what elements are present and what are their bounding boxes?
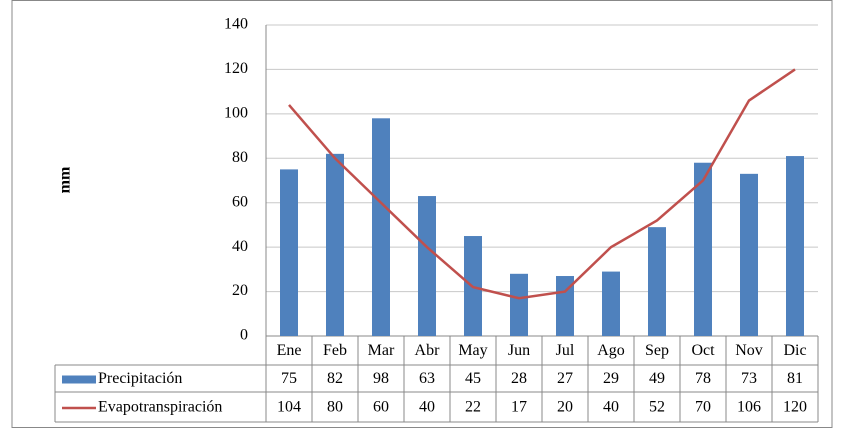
table-value: 28 — [511, 370, 527, 387]
x-tick-label: Nov — [735, 342, 763, 359]
x-tick-label: Ago — [597, 342, 625, 359]
table-value: 75 — [281, 370, 297, 387]
table-value: 20 — [557, 399, 573, 416]
table-value: 49 — [649, 370, 665, 387]
bar — [372, 118, 390, 336]
table-value: 106 — [737, 399, 761, 416]
bar — [648, 227, 666, 336]
y-tick-label: 60 — [232, 193, 248, 210]
y-tick-label: 120 — [224, 60, 248, 77]
bar — [510, 273, 528, 336]
table-value: 52 — [649, 399, 665, 416]
x-tick-label: May — [458, 342, 487, 359]
table-value: 60 — [373, 399, 389, 416]
bar — [786, 156, 804, 336]
table-value: 78 — [695, 370, 711, 387]
table-value: 17 — [511, 399, 527, 416]
line — [288, 68, 796, 300]
table-value: 81 — [787, 370, 803, 387]
bar — [740, 173, 758, 336]
y-tick-label: 40 — [232, 238, 248, 255]
table-value: 22 — [465, 399, 481, 416]
x-tick-label: Oct — [691, 342, 715, 359]
table-value: 120 — [783, 399, 807, 416]
table-value: 70 — [695, 399, 711, 416]
bar — [602, 271, 620, 336]
bar — [326, 153, 344, 336]
y-tick-label: 80 — [232, 149, 248, 166]
x-tick-label: Jul — [556, 342, 575, 359]
bar — [418, 196, 436, 336]
table-value: 27 — [557, 370, 573, 387]
bar — [694, 162, 712, 336]
legend-key — [62, 375, 96, 384]
table-value: 104 — [277, 399, 301, 416]
table-value: 73 — [741, 370, 757, 387]
y-tick-label: 100 — [224, 105, 248, 122]
table-value: 45 — [465, 370, 481, 387]
x-tick-label: Abr — [415, 342, 441, 359]
table-value: 82 — [327, 370, 343, 387]
y-tick-label: 20 — [232, 282, 248, 299]
table-value: 80 — [327, 399, 343, 416]
y-tick-label: 0 — [240, 327, 248, 344]
x-tick-label: Jun — [508, 342, 530, 359]
x-tick-label: Feb — [323, 342, 347, 359]
legend-label: Evapotranspiración — [98, 399, 222, 416]
table-value: 40 — [603, 399, 619, 416]
x-tick-label: Ene — [277, 342, 302, 359]
legend-label: Precipitación — [98, 370, 182, 387]
y-tick-label: 140 — [224, 16, 248, 33]
table-value: 29 — [603, 370, 619, 387]
x-tick-label: Dic — [783, 342, 806, 359]
bar — [280, 169, 298, 336]
table-value: 98 — [373, 370, 389, 387]
table-value: 40 — [419, 399, 435, 416]
x-tick-label: Mar — [368, 342, 395, 359]
y-axis-label: mm — [57, 166, 74, 193]
table-value: 63 — [419, 370, 435, 387]
x-tick-label: Sep — [645, 342, 669, 359]
